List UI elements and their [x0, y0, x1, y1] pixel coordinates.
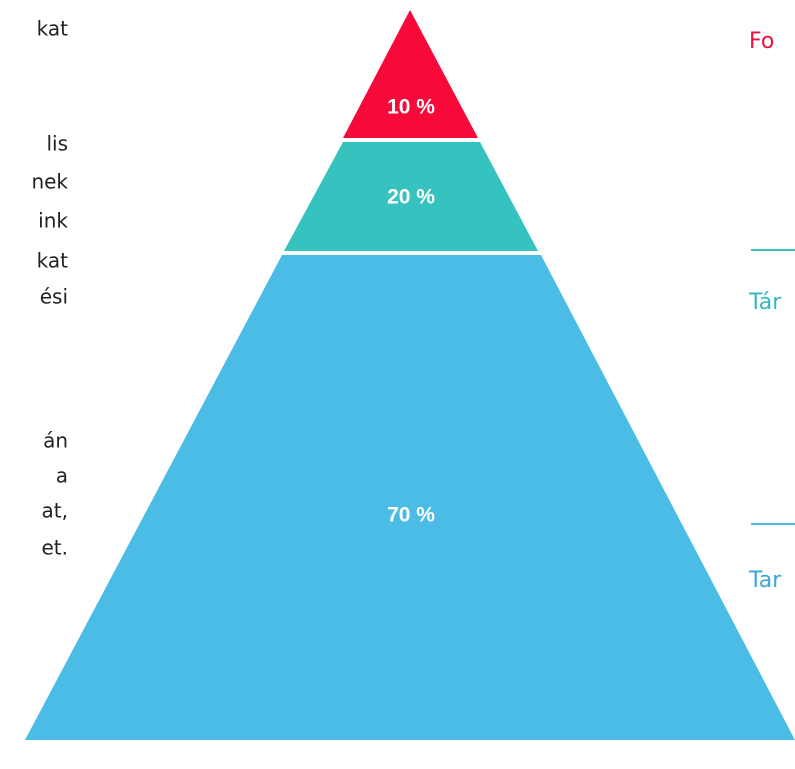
level-label: 10 % [387, 96, 435, 119]
pyramid-middle [284, 142, 538, 251]
right-labels: Fo Tár Tar [748, 29, 795, 593]
level-label: 70 % [387, 504, 435, 527]
label: Tár [748, 290, 782, 315]
text-line: ési [40, 285, 68, 309]
text-line: kat [37, 17, 68, 41]
text-line: ink [38, 209, 68, 233]
text-line: kat [37, 249, 68, 273]
text-line: án [43, 429, 68, 453]
text-line: et. [41, 536, 68, 560]
text-line: at, [42, 499, 68, 523]
pyramid-bottom [25, 255, 795, 740]
text-line: nek [31, 170, 68, 194]
level-label: 20 % [387, 186, 435, 209]
text-line: a [56, 464, 68, 488]
label: Fo [749, 29, 774, 54]
pyramid-top [343, 10, 478, 138]
left-paragraph: kat lis nek ink kat ési án a at, et. [31, 17, 68, 560]
label: Tar [748, 568, 782, 593]
pyramid: 10 % 20 % 70 % [25, 10, 795, 740]
text-line: lis [46, 132, 68, 156]
